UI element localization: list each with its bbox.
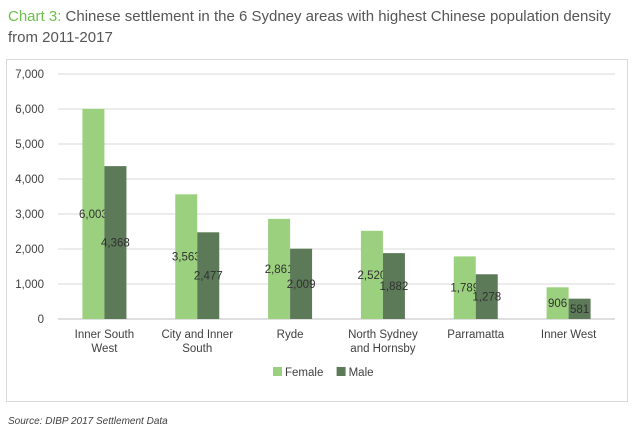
source-note: Source: DIBP 2017 Settlement Data	[8, 416, 168, 427]
y-tick-label: 7,000	[15, 69, 44, 81]
data-label-male: 2,009	[287, 279, 316, 291]
y-tick-label: 4,000	[15, 174, 44, 186]
data-label-male: 2,477	[194, 271, 223, 283]
x-tick-label: Inner West	[541, 329, 597, 341]
x-tick-label: Ryde	[277, 329, 304, 341]
bar-female	[82, 108, 105, 320]
bar-male	[568, 298, 591, 319]
chart-title: Chart 3: Chinese settlement in the 6 Syd…	[8, 6, 628, 48]
x-tick-label: North Sydney	[348, 329, 418, 341]
data-label-female: 1,789	[450, 283, 479, 295]
data-label-female: 906	[548, 298, 567, 310]
x-tick-label: Parramatta	[447, 329, 504, 341]
bar-male	[290, 248, 313, 319]
y-tick-label: 6,000	[15, 104, 44, 116]
legend-swatch-female	[273, 367, 282, 376]
data-label-female: 2,861	[265, 264, 294, 276]
bar-male	[197, 232, 220, 319]
chart-title-text: Chinese settlement in the 6 Sydney areas…	[8, 8, 611, 46]
bar-male	[104, 166, 127, 319]
chart-title-prefix: Chart 3:	[8, 8, 62, 25]
bar-male	[475, 274, 498, 319]
y-tick-label: 0	[38, 314, 44, 326]
data-label-male: 581	[570, 304, 589, 316]
legend-label-male: Male	[349, 367, 374, 379]
data-label-female: 3,563	[172, 252, 201, 264]
data-label-male: 4,368	[101, 238, 130, 250]
legend-swatch-male	[336, 367, 346, 376]
y-tick-label: 3,000	[15, 209, 44, 221]
legend-label-female: Female	[285, 367, 323, 379]
x-tick-label: West	[91, 343, 118, 355]
data-label-female: 6,003	[79, 209, 108, 221]
data-label-female: 2,520	[358, 270, 387, 282]
x-tick-label: and Hornsby	[350, 343, 415, 355]
bar-female	[546, 287, 569, 319]
x-tick-label: City and Inner	[161, 329, 233, 341]
chart-frame	[6, 59, 628, 402]
x-tick-label: Inner South	[75, 329, 134, 341]
bar-female	[360, 230, 383, 319]
y-tick-label: 5,000	[15, 139, 44, 151]
x-tick-label: South	[182, 343, 212, 355]
y-tick-label: 1,000	[15, 279, 44, 291]
bar-female	[268, 218, 291, 319]
data-label-male: 1,882	[380, 281, 409, 293]
data-label-male: 1,278	[472, 292, 501, 304]
bar-female	[453, 256, 476, 319]
bar-chart: 0 1,000 2,000 3,000 4,000 5,000 6,000 7,000 6,00…	[15, 69, 615, 379]
y-tick-label: 2,000	[15, 244, 44, 256]
bar-female	[175, 194, 198, 319]
bar-male	[382, 253, 405, 319]
